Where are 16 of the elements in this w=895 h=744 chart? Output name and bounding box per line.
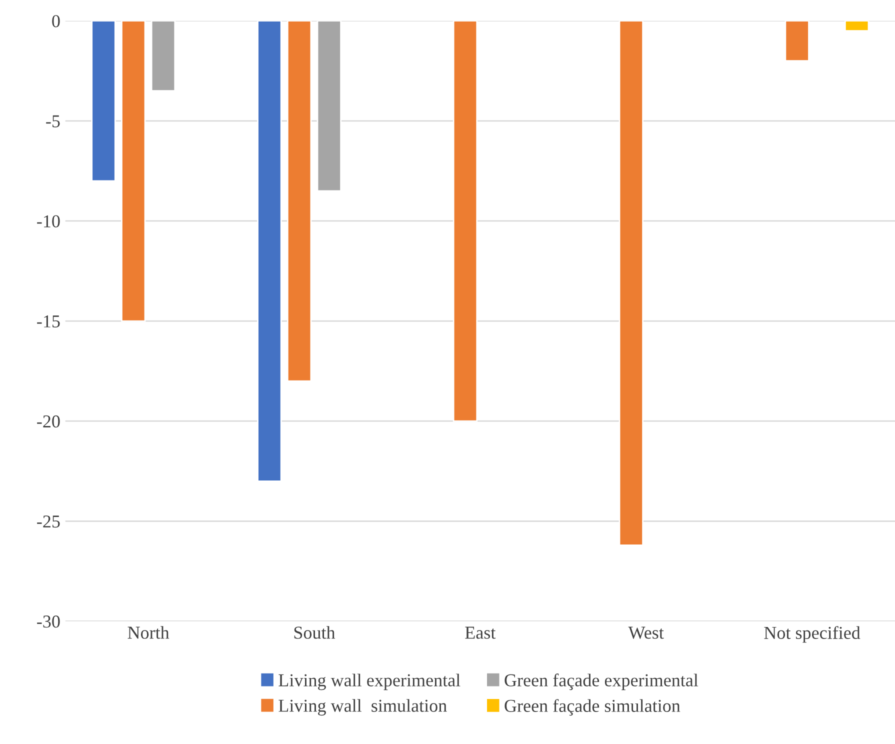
y-tick-label: -15 — [37, 315, 60, 328]
x-tick-label: South — [294, 626, 336, 639]
x-tick-label: West — [628, 626, 664, 639]
y-tick-label: -20 — [37, 415, 60, 428]
y-tick-label: 0 — [52, 15, 60, 28]
y-tick-label: -30 — [37, 615, 60, 628]
y-tick-label: -10 — [37, 215, 60, 228]
legend-label: Green façade experimental — [504, 674, 698, 690]
y-tick-label: -5 — [46, 115, 60, 128]
y-tick-label: -25 — [37, 515, 60, 528]
legend-label: Living wall experimental — [278, 674, 460, 690]
legend-label: Living wall simulation — [278, 699, 447, 716]
x-tick-label: Not specified — [764, 626, 860, 643]
x-tick-label: East — [465, 626, 496, 639]
legend-label: Green façade simulation — [504, 699, 680, 716]
x-tick-label: North — [128, 626, 170, 639]
